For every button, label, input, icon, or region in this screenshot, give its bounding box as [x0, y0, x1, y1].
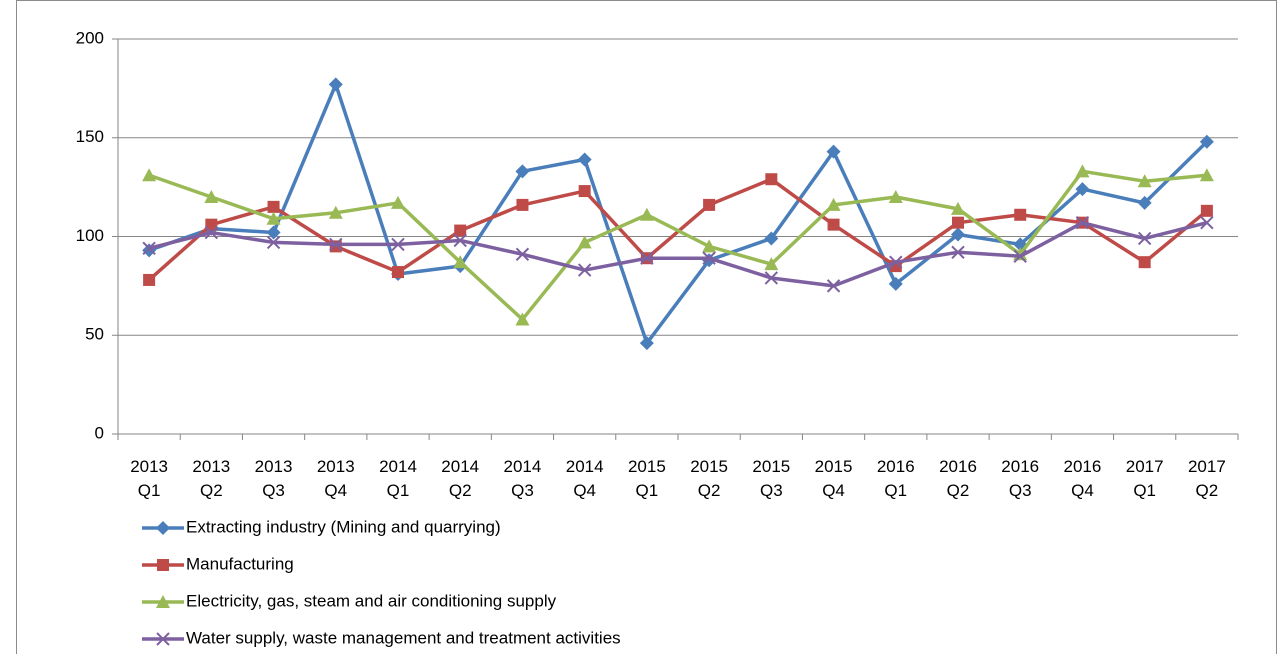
marker — [888, 276, 903, 291]
y-tick-label: 150 — [76, 127, 104, 146]
marker — [577, 235, 592, 249]
marker — [888, 190, 903, 203]
marker — [1199, 168, 1214, 182]
marker — [143, 273, 156, 286]
marker — [639, 207, 654, 221]
marker — [329, 237, 343, 252]
x-tick-label: 2015 Q2 — [690, 457, 729, 500]
marker — [156, 521, 170, 535]
marker — [142, 168, 157, 182]
x-tick-label: 2013 Q2 — [192, 457, 231, 500]
legend-label: Extracting industry (Mining and quarryin… — [186, 517, 501, 536]
marker — [1075, 215, 1090, 230]
marker — [453, 233, 467, 248]
marker — [328, 205, 343, 219]
marker — [1013, 249, 1027, 263]
marker — [764, 271, 779, 285]
marker — [453, 255, 468, 269]
x-tick-label: 2013 Q4 — [316, 457, 355, 500]
x-tick-label: 2016 Q2 — [939, 457, 977, 500]
marker — [1199, 134, 1214, 149]
x-tick-label: 2014 Q1 — [379, 457, 417, 500]
y-tick-label: 200 — [76, 28, 104, 47]
marker — [267, 200, 280, 213]
marker — [266, 211, 281, 225]
x-tick-label: 2017 Q1 — [1125, 457, 1164, 500]
marker — [703, 198, 716, 211]
legend-label: Manufacturing — [186, 554, 294, 573]
marker — [639, 336, 654, 351]
marker — [702, 239, 717, 253]
y-tick-label: 100 — [76, 226, 104, 245]
legend-label: Water supply, waste management and treat… — [186, 628, 621, 647]
x-tick-label: 2016 Q4 — [1063, 457, 1102, 500]
marker — [1200, 204, 1213, 217]
marker — [204, 225, 219, 240]
marker — [764, 231, 779, 246]
marker — [392, 266, 404, 279]
x-tick-label: 2015 Q3 — [752, 457, 791, 500]
marker — [156, 632, 170, 646]
x-tick-label: 2016 Q1 — [876, 457, 915, 500]
marker — [827, 218, 840, 231]
x-tick-label: 2015 Q4 — [814, 457, 853, 500]
marker — [577, 152, 592, 167]
marker — [764, 257, 779, 271]
marker — [951, 245, 965, 260]
marker — [515, 247, 530, 261]
marker — [391, 195, 405, 209]
y-tick-label: 50 — [85, 325, 104, 344]
marker — [826, 144, 841, 159]
marker — [826, 279, 841, 293]
marker — [329, 240, 342, 253]
marker — [454, 224, 467, 237]
marker — [889, 255, 903, 269]
series-line — [148, 169, 1208, 322]
marker — [578, 185, 591, 198]
marker — [515, 164, 530, 179]
marker — [702, 251, 716, 265]
marker — [1137, 231, 1152, 246]
x-tick-label: 2017 Q2 — [1187, 457, 1226, 500]
marker — [205, 218, 218, 231]
x-tick-label: 2016 Q3 — [1001, 457, 1040, 500]
x-tick-label: 2014 Q4 — [565, 457, 604, 500]
marker — [157, 559, 169, 571]
x-tick-label: 2014 Q2 — [441, 457, 480, 500]
legend-label: Electricity, gas, steam and air conditio… — [186, 591, 557, 610]
marker — [1138, 256, 1151, 269]
marker — [515, 312, 530, 326]
marker — [952, 216, 964, 229]
marker — [204, 190, 219, 203]
marker — [328, 77, 343, 92]
marker — [1014, 208, 1027, 221]
x-tick-label: 2013 Q3 — [254, 457, 293, 500]
marker — [1200, 215, 1214, 230]
series-line — [148, 82, 1209, 345]
x-tick-label: 2015 Q1 — [627, 457, 666, 500]
marker — [266, 235, 281, 250]
marker — [156, 595, 170, 608]
marker — [516, 198, 529, 211]
marker — [640, 251, 654, 265]
marker — [765, 173, 778, 186]
y-tick-label: 0 — [95, 423, 104, 442]
marker — [142, 241, 156, 256]
x-tick-label: 2014 Q3 — [503, 457, 542, 500]
series-line — [148, 220, 1208, 288]
marker — [826, 197, 841, 211]
marker — [951, 227, 965, 242]
marker — [1137, 195, 1152, 210]
chart-frame — [16, 0, 1277, 654]
marker — [1137, 174, 1152, 188]
marker — [266, 225, 281, 240]
marker — [1075, 182, 1090, 197]
marker — [1075, 164, 1090, 178]
marker — [577, 263, 592, 277]
marker — [951, 201, 965, 215]
x-tick-label: 2013 Q1 — [130, 457, 169, 500]
marker — [391, 237, 405, 252]
